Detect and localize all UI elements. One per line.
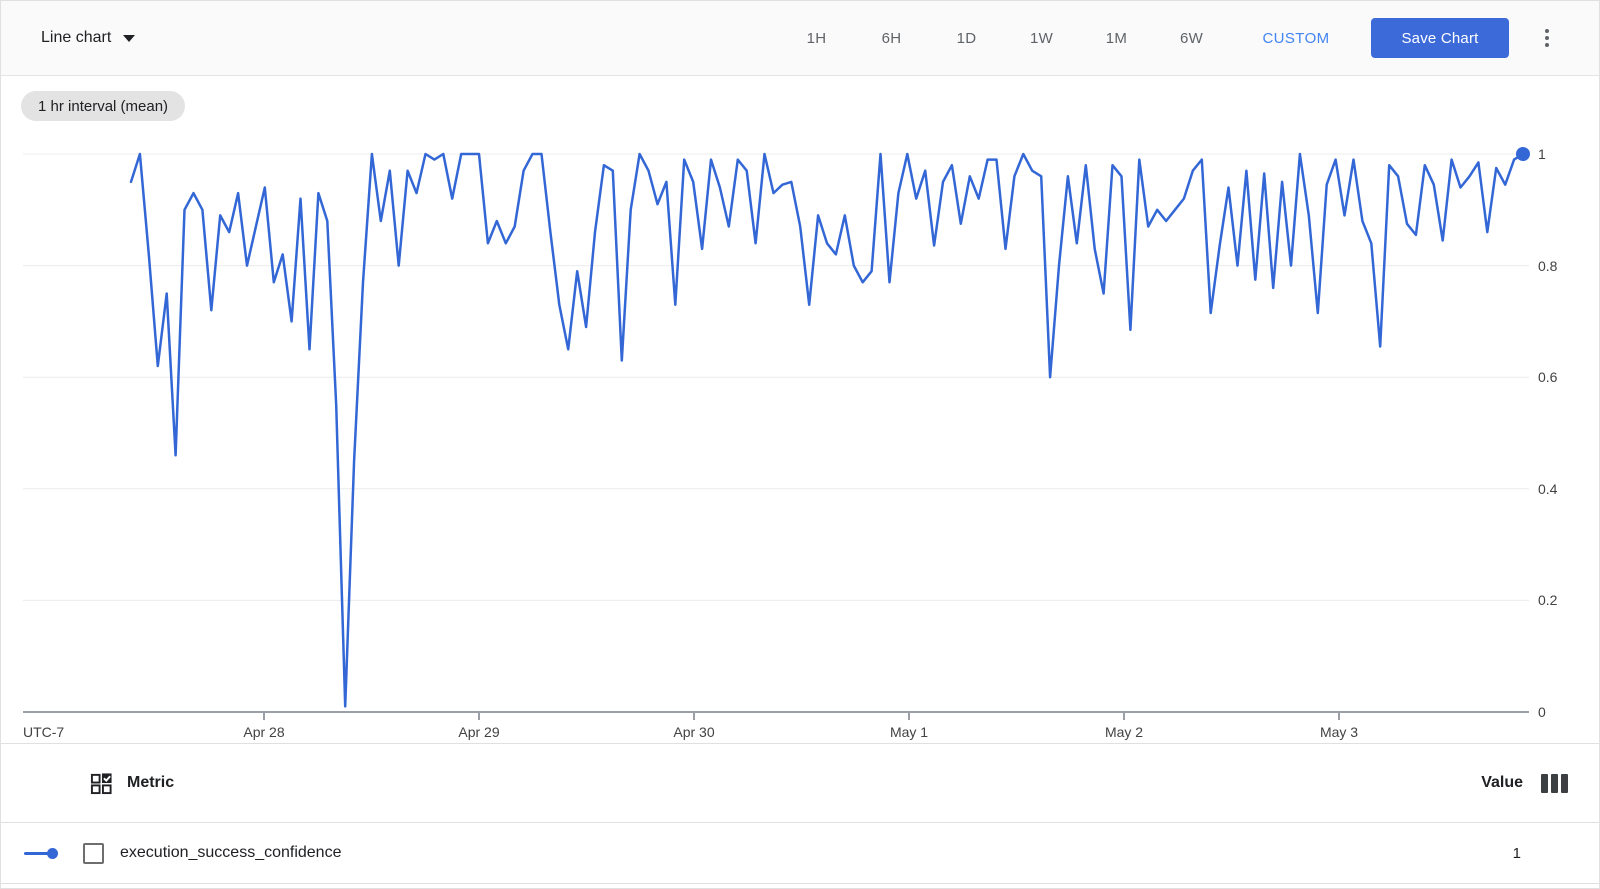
column-display-icon[interactable] bbox=[1541, 773, 1568, 793]
chart-type-label: Line chart bbox=[41, 29, 112, 46]
metric-row[interactable]: execution_success_confidence 1 bbox=[1, 823, 1599, 884]
time-range-6h[interactable]: 6H bbox=[854, 20, 929, 57]
x-axis-label: May 1 bbox=[889, 724, 929, 740]
save-chart-button[interactable]: Save Chart bbox=[1371, 18, 1509, 58]
chart-toolbar: Line chart 1H 6H 1D 1W 1M 6W CUSTOM Save… bbox=[1, 1, 1599, 76]
y-axis-label: 0.4 bbox=[1538, 480, 1558, 497]
interval-badge: 1 hr interval (mean) bbox=[21, 91, 186, 121]
y-axis-label: 1 bbox=[1538, 146, 1546, 162]
legend-table-header: Metric Value bbox=[1, 744, 1599, 823]
y-axis-label: 0 bbox=[1538, 704, 1546, 720]
time-range-1m[interactable]: 1M bbox=[1079, 20, 1154, 57]
time-range-1w[interactable]: 1W bbox=[1004, 20, 1079, 57]
latest-value-dot bbox=[1516, 147, 1530, 161]
metric-line bbox=[129, 152, 1525, 708]
time-range-6w[interactable]: 6W bbox=[1154, 20, 1229, 57]
x-axis-label: May 3 bbox=[1319, 724, 1359, 740]
time-range-1h[interactable]: 1H bbox=[779, 20, 854, 57]
time-range-1d[interactable]: 1D bbox=[929, 20, 1004, 57]
x-axis-label: May 2 bbox=[1104, 724, 1144, 740]
metric-latest-value: 1 bbox=[1512, 844, 1521, 862]
more-options-icon[interactable] bbox=[1539, 23, 1555, 53]
chart-plot-area[interactable] bbox=[1, 76, 1600, 744]
chevron-down-icon bbox=[123, 34, 136, 42]
metric-column-header: Metric bbox=[127, 774, 175, 791]
timezone-label: UTC-7 bbox=[23, 724, 65, 740]
y-axis-label: 0.2 bbox=[1538, 592, 1558, 609]
time-range-selector: 1H 6H 1D 1W 1M 6W CUSTOM bbox=[779, 20, 1349, 57]
x-axis-label: Apr 30 bbox=[673, 724, 715, 740]
value-column-header: Value bbox=[1481, 774, 1523, 791]
legend-table: Metric Value execution_success_confidenc… bbox=[1, 744, 1599, 884]
x-axis-label: Apr 28 bbox=[243, 724, 285, 740]
chart-area: 1 hr interval (mean) 1 0.8 0.6 0.4 0.2 0 Apr … bbox=[1, 76, 1599, 744]
x-axis-label: Apr 29 bbox=[458, 724, 500, 740]
time-range-custom[interactable]: CUSTOM bbox=[1243, 20, 1349, 57]
series-legend-marker bbox=[24, 846, 58, 860]
metric-name: execution_success_confidence bbox=[120, 844, 342, 861]
select-all-metrics-icon[interactable] bbox=[90, 772, 113, 795]
y-axis-label: 0.8 bbox=[1538, 257, 1558, 274]
metric-row-checkbox[interactable] bbox=[83, 842, 104, 864]
y-axis-label: 0.6 bbox=[1538, 369, 1558, 386]
chart-type-dropdown[interactable]: Line chart bbox=[41, 29, 136, 47]
